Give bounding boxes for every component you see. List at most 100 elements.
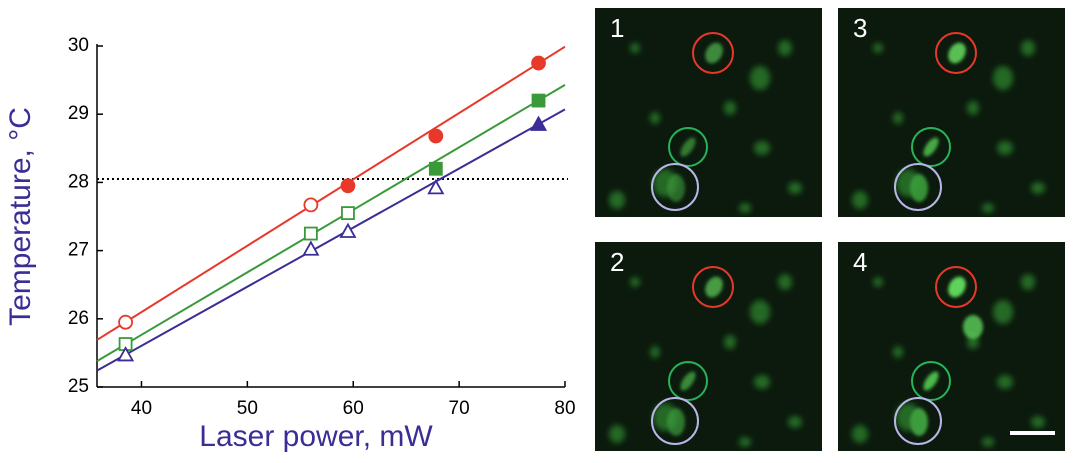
image-panels: 1 3 2 4 [595,8,1065,451]
cell [893,112,903,124]
point [428,161,443,176]
x-tick-label: 70 [449,398,470,419]
cell [993,300,1013,324]
panel-label: 1 [610,13,624,43]
cell [788,182,802,194]
cell [739,203,751,213]
y-axis-label: Temperature, °C [4,107,37,326]
cell [630,277,640,287]
cell [650,112,660,124]
marker-circle [935,266,977,308]
cell [739,437,751,447]
y-tick-label: 26 [68,308,89,329]
x-tick-label: 50 [237,398,258,419]
cell [963,315,983,339]
point [428,128,444,144]
x-tick-label: 80 [554,398,575,419]
cell [893,346,903,358]
cell [948,42,966,64]
y-tick-label: 28 [68,171,89,192]
cells [609,40,802,213]
marker-circle [668,127,708,167]
image-panel: 2 [595,242,822,451]
cell [948,276,966,298]
y-tick-label: 27 [68,240,89,261]
bright-cells [910,42,966,202]
cell [1031,416,1045,428]
cell [993,66,1013,90]
marker-circle [911,361,951,401]
marker-circle [935,32,977,74]
cell [873,277,883,287]
fit-line [96,84,566,362]
marker-circle [894,163,942,211]
cell [923,137,939,157]
cell [667,174,685,202]
cell [667,408,685,436]
cell [609,191,625,209]
cell [852,425,868,443]
cell [750,300,770,324]
cell [997,375,1013,389]
bright-cells [910,276,983,436]
cell [982,203,994,213]
cell [750,66,770,90]
cell [705,42,723,64]
x-tick-label: 60 [343,398,364,419]
point [302,240,320,256]
fit-line [96,108,566,372]
cell [778,274,792,290]
panel-background [595,8,822,217]
cell [724,101,736,115]
cell [873,43,883,53]
panel-label: 4 [853,247,867,277]
cells [852,274,1045,447]
marker-circle [692,266,734,308]
image-panel: 3 [838,8,1065,217]
cell [967,101,979,115]
cell [997,141,1013,155]
cell [910,408,928,436]
cell [609,425,625,443]
image-panel: 1 [595,8,822,217]
marker-circle [668,361,708,401]
panel-label: 2 [610,247,624,277]
point [340,178,356,194]
panel-label: 3 [853,13,867,43]
marker-circle [692,32,734,74]
chart: 25 26 27 28 29 30 40 50 60 70 80 Laser power, mW Tem… [4,35,576,453]
point [303,226,318,241]
cell [1021,40,1035,56]
point [531,93,546,108]
marker-circle [911,127,951,167]
point [117,346,135,362]
marker-circle [651,163,699,211]
cell [724,335,736,349]
cell [967,335,979,349]
cell [754,375,770,389]
point [339,222,357,238]
cell [910,174,928,202]
bright-cells [667,42,723,202]
x-axis-label: Laser power, mW [199,420,433,453]
y-tick-label: 30 [68,35,89,56]
point [118,314,133,330]
panel-background [838,242,1065,451]
x-tick-label: 40 [131,398,152,419]
cell [852,191,868,209]
cell [778,40,792,56]
y-tick-label: 25 [68,376,89,397]
cell [680,137,696,157]
y-tick-label: 29 [68,103,89,124]
fit-line [96,45,566,341]
cell [650,346,660,358]
cell [630,43,640,53]
image-panel: 4 [838,242,1065,451]
point [427,179,445,195]
cell [705,276,723,298]
panel-background [838,8,1065,217]
cell [788,416,802,428]
point [529,115,548,131]
point [341,206,355,220]
